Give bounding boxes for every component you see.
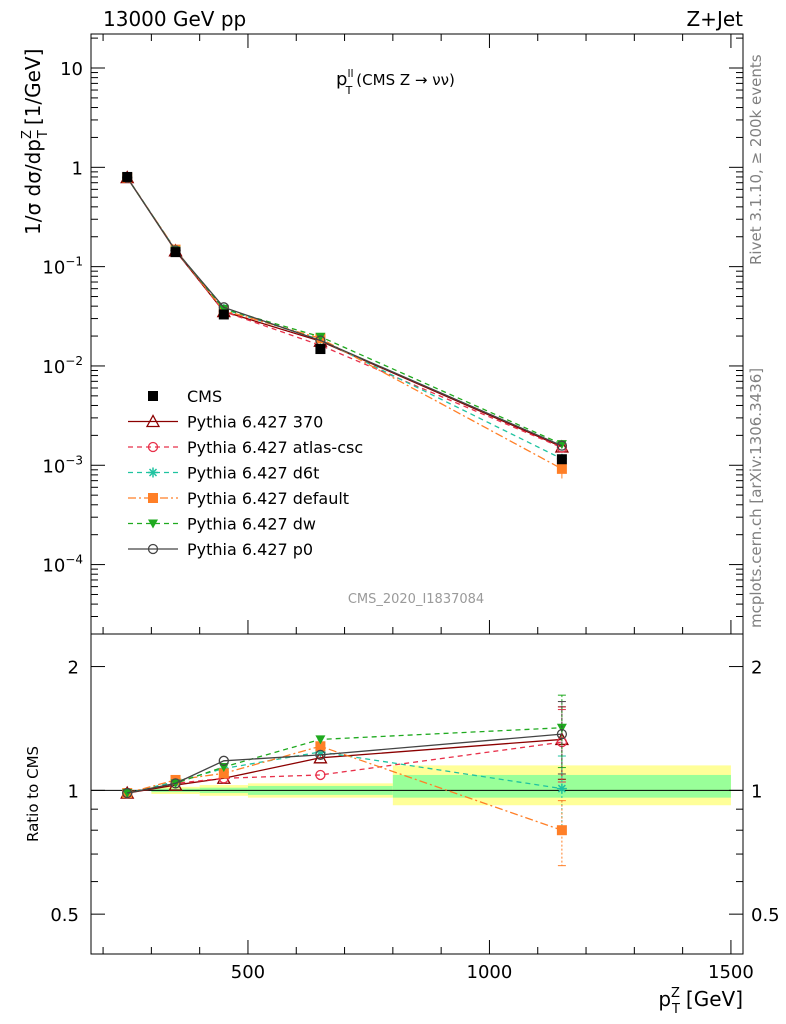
series-line bbox=[126, 177, 563, 447]
ratio-axis-label: Ratio to CMS bbox=[24, 746, 42, 842]
y-tick-label: 10 bbox=[60, 59, 83, 80]
ratio-marker bbox=[122, 787, 133, 799]
series-marker bbox=[218, 304, 229, 314]
legend-marker bbox=[145, 414, 161, 428]
chart-title: pll T(CMS Z → νν) bbox=[336, 67, 455, 97]
ratio-y-tick-label-right: 2 bbox=[751, 658, 762, 679]
legend-label: Pythia 6.427 p0 bbox=[187, 540, 313, 559]
series-line bbox=[126, 177, 563, 449]
y-tick-label: 10−4 bbox=[42, 553, 83, 577]
y-tick-label: 10−2 bbox=[42, 354, 83, 378]
x-tick-label: 1000 bbox=[467, 962, 513, 983]
y-tick-label: 10−3 bbox=[42, 453, 83, 477]
legend-marker bbox=[148, 467, 158, 478]
ratio-marker bbox=[122, 789, 133, 799]
ratio-marker bbox=[315, 749, 326, 760]
series-marker bbox=[315, 332, 326, 342]
ratio-y-tick-label: 1 bbox=[68, 781, 79, 802]
legend: CMS Pythia 6.427 370 Pythia 6.427 atlas-cs… bbox=[128, 387, 363, 559]
ratio-marker bbox=[315, 735, 326, 745]
x-tick-label: 1500 bbox=[708, 962, 754, 983]
rivet-label: Rivet 3.1.10, ≥ 200k events bbox=[747, 54, 765, 265]
legend-label: CMS bbox=[187, 387, 222, 406]
x-tick-label: 500 bbox=[231, 962, 265, 983]
legend-label: Pythia 6.427 d6t bbox=[187, 464, 319, 483]
ratio-marker bbox=[315, 769, 326, 781]
legend-marker bbox=[147, 441, 159, 453]
analysis-watermark: CMS_2020_I1837084 bbox=[348, 592, 484, 607]
legend-marker bbox=[148, 391, 158, 401]
legend-label: Pythia 6.427 dw bbox=[187, 515, 316, 534]
ratio-marker bbox=[218, 768, 229, 779]
header-left: 13000 GeV pp bbox=[103, 7, 246, 31]
ratio-panel bbox=[90, 633, 744, 955]
data-point bbox=[315, 344, 326, 355]
ratio-marker bbox=[218, 755, 229, 766]
ratio-y-tick-label-right: 0.5 bbox=[751, 905, 780, 926]
legend-label: Pythia 6.427 atlas-csc bbox=[187, 438, 363, 457]
ratio-frame bbox=[90, 633, 744, 955]
series-line bbox=[126, 177, 563, 448]
data-point bbox=[556, 454, 567, 465]
legend-label: Pythia 6.427 370 bbox=[187, 413, 323, 432]
data-point bbox=[218, 309, 229, 320]
ratio-y-tick-label-right: 1 bbox=[751, 781, 762, 802]
data-point bbox=[170, 247, 181, 258]
data-point bbox=[122, 171, 133, 182]
ratio-series-line bbox=[127, 733, 562, 794]
ratio-marker bbox=[170, 778, 181, 789]
ratio-y-tick-label: 0.5 bbox=[50, 905, 79, 926]
mcplots-label: mcplots.cern.ch [arXiv:1306.3436] bbox=[747, 368, 765, 628]
legend-marker bbox=[147, 543, 159, 555]
ratio-marker bbox=[313, 750, 328, 764]
legend-marker bbox=[148, 519, 158, 529]
ratio-marker bbox=[315, 741, 326, 752]
y-tick-label: 10−1 bbox=[42, 255, 83, 279]
series-marker bbox=[556, 440, 568, 451]
y-tick-label: 1 bbox=[72, 158, 83, 179]
ratio-y-tick-label: 2 bbox=[68, 658, 79, 679]
y-axis-label: 1/σ dσ/dpZT[1/GeV] bbox=[20, 49, 51, 235]
header-right: Z+Jet bbox=[686, 7, 743, 31]
legend-marker bbox=[148, 493, 158, 503]
x-axis-label: pZ T [GeV] bbox=[658, 986, 743, 1017]
legend-label: Pythia 6.427 default bbox=[187, 489, 349, 508]
